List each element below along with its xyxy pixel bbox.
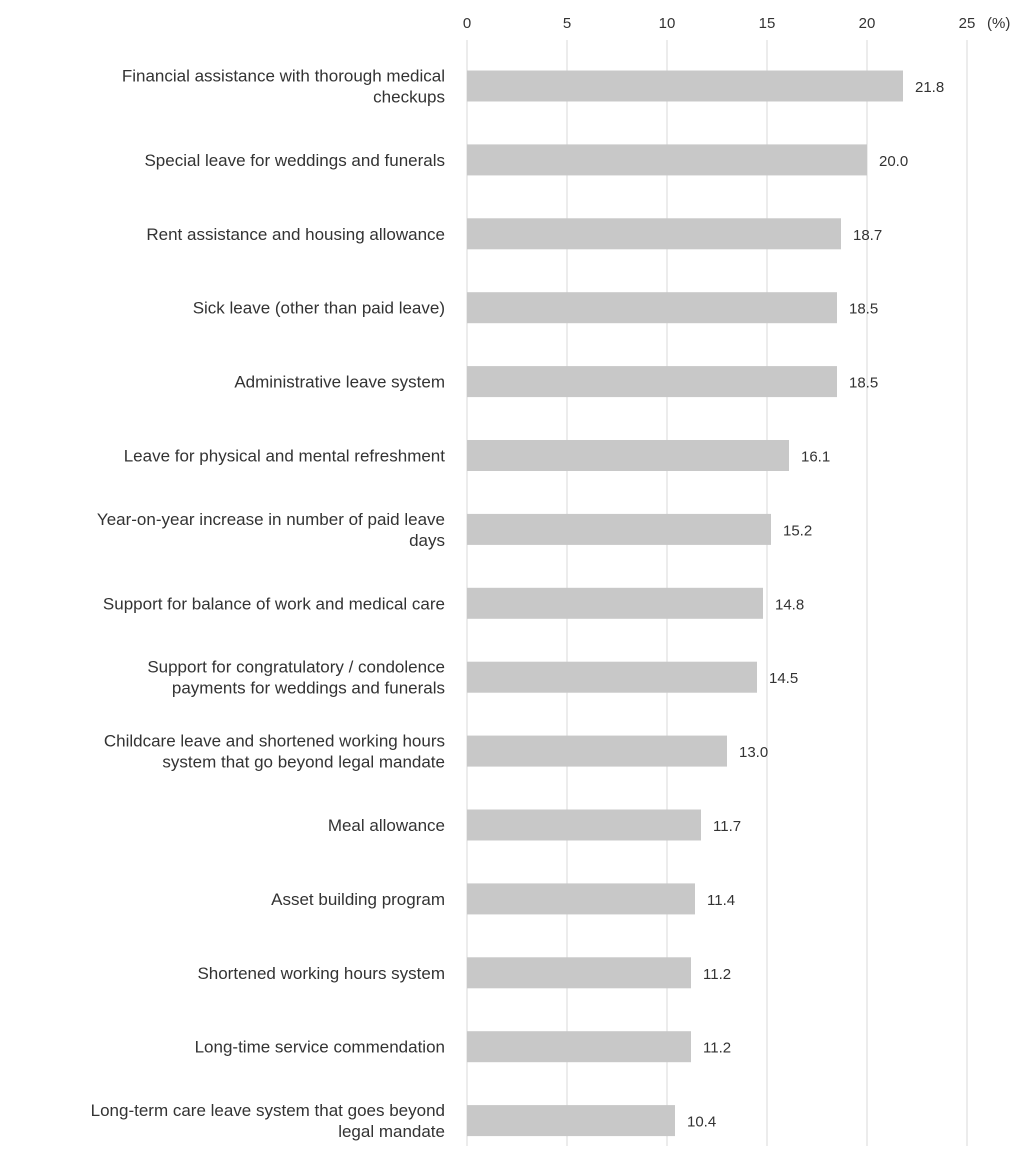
category-label: Special leave for weddings and funerals xyxy=(144,151,445,170)
bar xyxy=(467,440,789,471)
value-label: 11.7 xyxy=(713,818,741,835)
value-labels: 21.8 20.0 18.7 18.5 18.5 16.1 15.2 14.8 14.5 13.0… xyxy=(687,79,944,1131)
x-tick-label: 10 xyxy=(659,15,676,32)
value-label: 18.5 xyxy=(849,375,878,392)
value-label: 18.5 xyxy=(849,301,878,318)
bar xyxy=(467,735,727,767)
bar xyxy=(467,587,763,619)
category-label-line: Rent assistance and housing allowance xyxy=(146,225,445,244)
bar xyxy=(467,1031,691,1063)
bar xyxy=(467,809,701,841)
category-label: Shortened working hours system xyxy=(197,964,445,983)
category-label-line: payments for weddings and funerals xyxy=(172,679,445,698)
category-label-line: days xyxy=(409,531,445,550)
category-label: Long-time service commendation xyxy=(195,1038,445,1057)
bars xyxy=(467,70,903,1137)
x-axis-ticks: 0 5 10 15 20 25 xyxy=(463,15,976,32)
x-tick-label: 20 xyxy=(859,15,876,32)
x-tick-label: 15 xyxy=(759,15,776,32)
category-label-line: Support for congratulatory / condolence xyxy=(147,658,445,677)
category-label-line: Long-term care leave system that goes be… xyxy=(91,1101,445,1120)
category-label: Asset building program xyxy=(271,890,445,909)
category-label-line: Meal allowance xyxy=(328,816,445,835)
value-label: 21.8 xyxy=(915,79,944,96)
category-label: Administrative leave system xyxy=(234,373,445,392)
value-label: 18.7 xyxy=(853,227,882,244)
bar xyxy=(467,883,695,915)
value-label: 10.4 xyxy=(687,1114,716,1131)
category-label-line: Financial assistance with thorough medic… xyxy=(122,67,445,86)
category-label: Sick leave (other than paid leave) xyxy=(193,299,445,318)
category-label-line: Support for balance of work and medical … xyxy=(103,594,445,613)
category-labels: Financial assistance with thorough medic… xyxy=(91,67,446,1142)
category-label-line: Leave for physical and mental refreshmen… xyxy=(124,447,446,466)
category-label: Support for congratulatory / condolence p… xyxy=(147,658,445,698)
value-label: 11.4 xyxy=(707,892,735,909)
category-label-line: Sick leave (other than paid leave) xyxy=(193,299,445,318)
value-label: 13.0 xyxy=(739,744,768,761)
category-label: Support for balance of work and medical … xyxy=(103,594,445,613)
category-label: Long-term care leave system that goes be… xyxy=(91,1101,445,1141)
bar xyxy=(467,513,771,545)
bar xyxy=(467,366,837,398)
category-label-line: checkups xyxy=(373,88,445,107)
category-label-line: Shortened working hours system xyxy=(197,964,445,983)
bar xyxy=(467,957,691,989)
x-tick-label: 5 xyxy=(563,15,571,32)
category-label-line: Administrative leave system xyxy=(234,373,445,392)
category-label-line: Year-on-year increase in number of paid … xyxy=(97,510,445,529)
bar xyxy=(467,70,903,102)
value-label: 15.2 xyxy=(783,522,812,539)
value-label: 11.2 xyxy=(703,966,731,983)
value-label: 20.0 xyxy=(879,153,908,170)
category-label: Leave for physical and mental refreshmen… xyxy=(124,447,446,466)
category-label: Financial assistance with thorough medic… xyxy=(122,67,445,107)
category-label: Meal allowance xyxy=(328,816,445,835)
bar xyxy=(467,1105,675,1137)
category-label-line: system that go beyond legal mandate xyxy=(162,753,445,772)
x-tick-label: 0 xyxy=(463,15,471,32)
bar xyxy=(467,292,837,324)
value-label: 14.5 xyxy=(769,670,798,687)
category-label: Rent assistance and housing allowance xyxy=(146,225,445,244)
x-tick-label: 25 xyxy=(959,15,976,32)
bar xyxy=(467,218,841,250)
category-label-line: Special leave for weddings and funerals xyxy=(144,151,445,170)
category-label-line: Long-time service commendation xyxy=(195,1038,445,1057)
category-label-line: legal mandate xyxy=(338,1122,445,1141)
bar xyxy=(467,661,757,693)
value-label: 11.2 xyxy=(703,1040,731,1057)
category-label: Childcare leave and shortened working ho… xyxy=(104,732,445,772)
value-label: 14.8 xyxy=(775,596,804,613)
axis-unit-label: (%) xyxy=(987,15,1010,32)
category-label-line: Childcare leave and shortened working ho… xyxy=(104,732,445,751)
bar xyxy=(467,144,867,176)
value-label: 16.1 xyxy=(801,449,830,466)
category-label-line: Asset building program xyxy=(271,890,445,909)
category-label: Year-on-year increase in number of paid … xyxy=(97,510,445,550)
